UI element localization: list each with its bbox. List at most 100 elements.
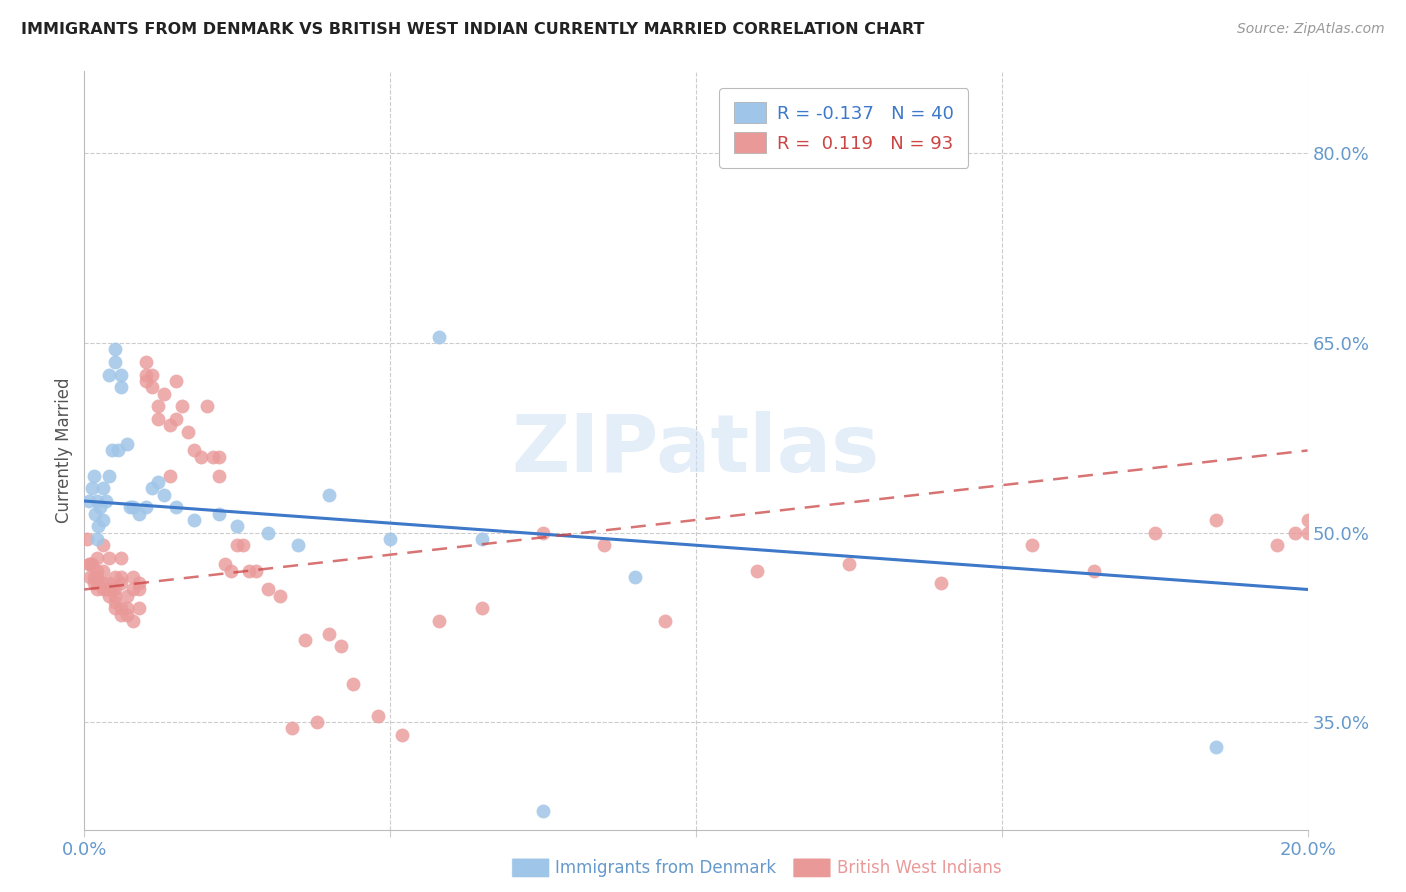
Point bbox=[110, 607, 132, 622]
Point bbox=[107, 443, 129, 458]
Point bbox=[80, 482, 103, 496]
Point bbox=[87, 519, 110, 533]
Point bbox=[122, 570, 145, 584]
Point bbox=[1143, 525, 1166, 540]
Point bbox=[281, 722, 304, 736]
Point bbox=[86, 576, 108, 591]
Point bbox=[238, 564, 260, 578]
Text: Immigrants from Denmark: Immigrants from Denmark bbox=[555, 859, 776, 877]
Y-axis label: Currently Married: Currently Married bbox=[55, 377, 73, 524]
Point bbox=[153, 488, 176, 502]
Point bbox=[97, 368, 120, 382]
Point bbox=[165, 412, 187, 426]
Point bbox=[97, 589, 120, 603]
Text: British West Indians: British West Indians bbox=[837, 859, 1001, 877]
Point bbox=[79, 570, 101, 584]
Point bbox=[122, 500, 145, 515]
Point bbox=[110, 570, 132, 584]
Legend: R = -0.137   N = 40, R =  0.119   N = 93: R = -0.137 N = 40, R = 0.119 N = 93 bbox=[720, 88, 969, 168]
Point bbox=[190, 450, 212, 464]
Point bbox=[219, 564, 242, 578]
Point bbox=[318, 488, 340, 502]
Point bbox=[110, 550, 132, 565]
Point bbox=[84, 507, 107, 521]
Point bbox=[122, 614, 145, 628]
Point bbox=[287, 538, 309, 552]
Point bbox=[86, 570, 108, 584]
Point bbox=[122, 582, 145, 597]
Point bbox=[83, 576, 105, 591]
Point bbox=[146, 399, 169, 413]
Point bbox=[110, 380, 132, 394]
Point bbox=[110, 601, 132, 615]
Point bbox=[101, 582, 124, 597]
Point bbox=[97, 550, 120, 565]
Point bbox=[91, 564, 114, 578]
Point bbox=[77, 494, 100, 508]
Point bbox=[77, 557, 100, 572]
Point bbox=[97, 576, 120, 591]
Point bbox=[195, 399, 218, 413]
Point bbox=[104, 601, 127, 615]
Point bbox=[201, 450, 224, 464]
Point bbox=[531, 804, 554, 818]
Point bbox=[294, 633, 316, 648]
Point bbox=[257, 525, 280, 540]
Point bbox=[269, 589, 291, 603]
Point bbox=[91, 482, 114, 496]
Point bbox=[747, 564, 769, 578]
Point bbox=[257, 582, 280, 597]
Point bbox=[1205, 740, 1227, 755]
Point bbox=[115, 589, 138, 603]
Point bbox=[159, 468, 181, 483]
Point bbox=[153, 386, 176, 401]
Point bbox=[391, 728, 413, 742]
Point bbox=[159, 418, 181, 433]
Point bbox=[110, 368, 132, 382]
Point bbox=[177, 425, 200, 439]
Point bbox=[83, 570, 105, 584]
Point bbox=[1083, 564, 1105, 578]
Point bbox=[91, 513, 114, 527]
Point bbox=[91, 582, 114, 597]
Point bbox=[226, 519, 249, 533]
Point bbox=[1021, 538, 1043, 552]
Point bbox=[104, 582, 127, 597]
Point bbox=[79, 557, 101, 572]
Point bbox=[165, 374, 187, 388]
Point bbox=[94, 582, 117, 597]
Point bbox=[593, 538, 616, 552]
Point bbox=[89, 500, 111, 515]
Point bbox=[76, 532, 98, 546]
Point bbox=[427, 614, 450, 628]
Point bbox=[141, 380, 163, 394]
Point bbox=[104, 570, 127, 584]
Point bbox=[1284, 525, 1306, 540]
Point bbox=[91, 576, 114, 591]
Point bbox=[367, 709, 389, 723]
Point bbox=[128, 507, 150, 521]
Point bbox=[654, 614, 676, 628]
Point bbox=[208, 507, 231, 521]
Point bbox=[104, 589, 127, 603]
Point bbox=[120, 500, 142, 515]
Point bbox=[115, 437, 138, 451]
Point bbox=[104, 595, 127, 609]
Point bbox=[318, 626, 340, 640]
Point bbox=[208, 468, 231, 483]
Point bbox=[135, 368, 157, 382]
Point bbox=[128, 601, 150, 615]
Point bbox=[330, 640, 353, 654]
Point bbox=[83, 468, 105, 483]
Point bbox=[427, 330, 450, 344]
Point bbox=[128, 576, 150, 591]
Point bbox=[115, 607, 138, 622]
Point bbox=[838, 557, 860, 572]
Point bbox=[165, 500, 187, 515]
Point bbox=[1296, 513, 1319, 527]
Point bbox=[471, 532, 494, 546]
Point bbox=[1205, 513, 1227, 527]
Point bbox=[141, 482, 163, 496]
Point bbox=[183, 513, 205, 527]
Point bbox=[110, 576, 132, 591]
